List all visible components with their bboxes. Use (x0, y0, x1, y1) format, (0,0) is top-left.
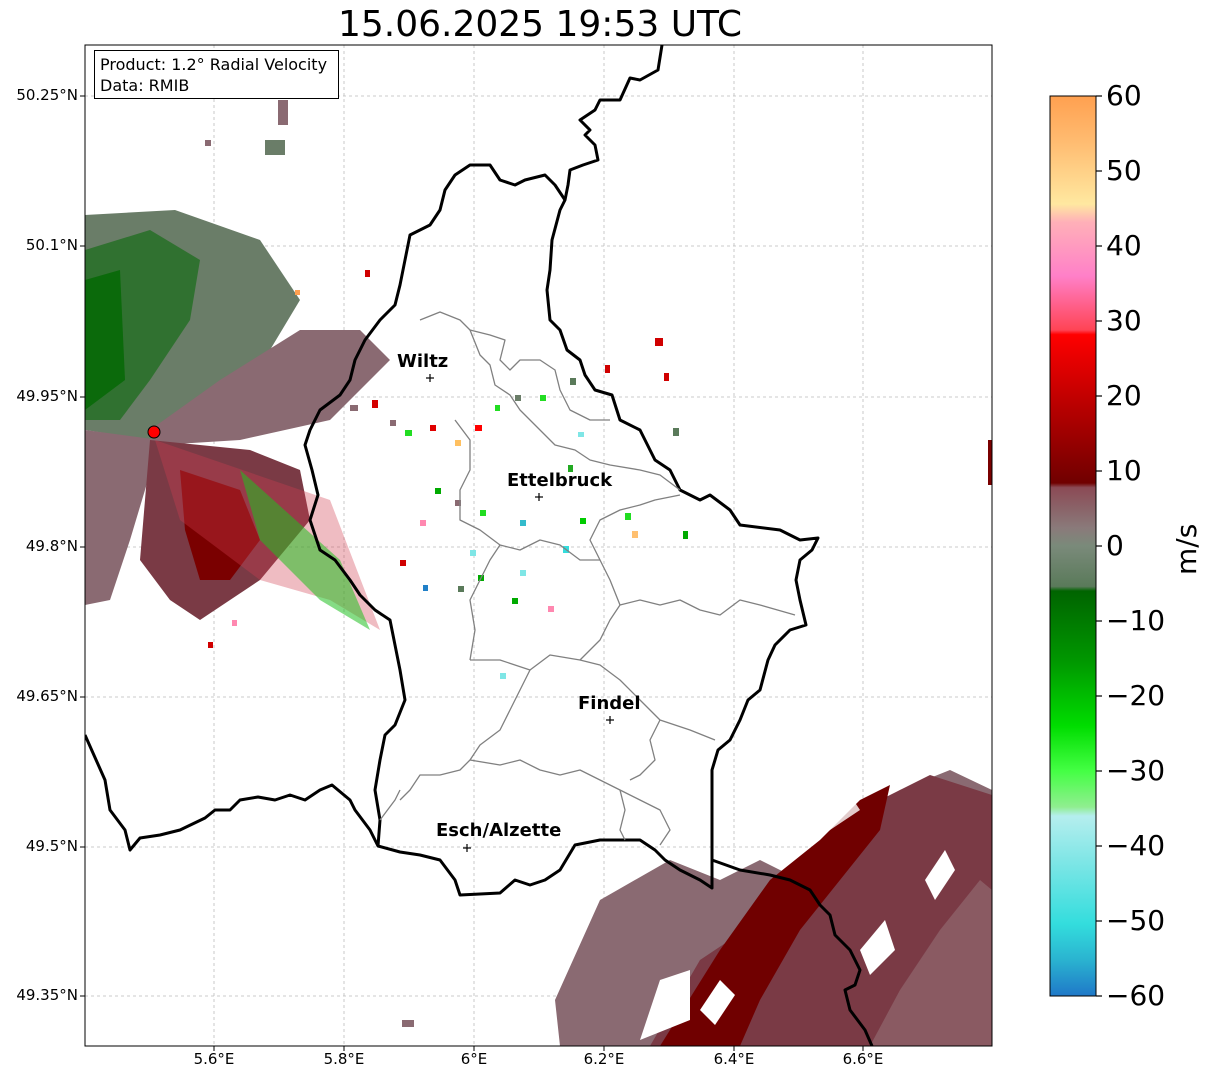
colorbar-ticks (1096, 95, 1102, 997)
colorbar-tick-label: −40 (1106, 829, 1166, 862)
city-marker-findel (606, 716, 614, 724)
colorbar-tick-label: −50 (1106, 904, 1166, 937)
colorbar-tick-label: 50 (1106, 154, 1142, 187)
lat-tick-label: 49.8°N (25, 537, 78, 555)
colorbar-tick-label: 30 (1106, 304, 1142, 337)
city-label-wiltz: Wiltz (397, 351, 449, 372)
radar-site-marker (147, 425, 161, 439)
map-border (84, 44, 993, 1047)
colorbar-tick-label: 0 (1106, 529, 1124, 562)
colorbar-tick-label: 20 (1106, 379, 1142, 412)
city-label-findel: Findel (578, 693, 641, 714)
canton-borders (379, 311, 796, 846)
city-marker-wiltz (426, 374, 434, 382)
lon-tick-label: 5.8°E (323, 1050, 365, 1068)
info-box: Product: 1.2° Radial Velocity Data: RMIB (94, 50, 339, 99)
city-label-esch: Esch/Alzette (436, 820, 562, 841)
lat-tick-label: 49.5°N (25, 837, 78, 855)
country-borders (85, 45, 874, 1046)
map-title: 15.06.2025 19:53 UTC (337, 4, 743, 45)
colorbar-tick-label: −30 (1106, 754, 1166, 787)
colorbar-tick-label: 10 (1106, 454, 1142, 487)
lat-tick-label: 50.1°N (25, 236, 78, 254)
colorbar-tick-label: 40 (1106, 229, 1142, 262)
colorbar (1049, 95, 1097, 997)
axis-ticks (80, 95, 864, 1051)
radar-echo-west (85, 210, 390, 630)
lat-tick-label: 49.95°N (16, 387, 78, 405)
lat-tick-label: 49.65°N (16, 687, 78, 705)
lon-tick-label: 5.6°E (193, 1050, 235, 1068)
colorbar-tick-label: −60 (1106, 979, 1166, 1012)
colorbar-tick-label: 60 (1106, 79, 1142, 112)
city-label-ettelbruck: Ettelbruck (507, 470, 613, 491)
lon-tick-label: 6.2°E (583, 1050, 625, 1068)
scattered-echo-pixels (205, 100, 688, 1027)
colorbar-unit-label: m/s (1170, 523, 1203, 575)
lat-tick-label: 50.25°N (16, 86, 78, 104)
data-source-label: Data: RMIB (100, 76, 190, 95)
lat-tick-label: 49.35°N (16, 986, 78, 1004)
city-marker-esch (463, 844, 471, 852)
lon-tick-label: 6.6°E (842, 1050, 884, 1068)
product-label: Product: 1.2° Radial Velocity (100, 55, 328, 74)
city-marker-ettelbruck (535, 493, 543, 501)
radar-echo-southeast (555, 440, 992, 1046)
lon-tick-label: 6.4°E (713, 1050, 755, 1068)
city-markers (426, 374, 614, 852)
colorbar-tick-label: −20 (1106, 679, 1166, 712)
lon-tick-label: 6°E (460, 1050, 488, 1068)
colorbar-tick-label: −10 (1106, 604, 1166, 637)
